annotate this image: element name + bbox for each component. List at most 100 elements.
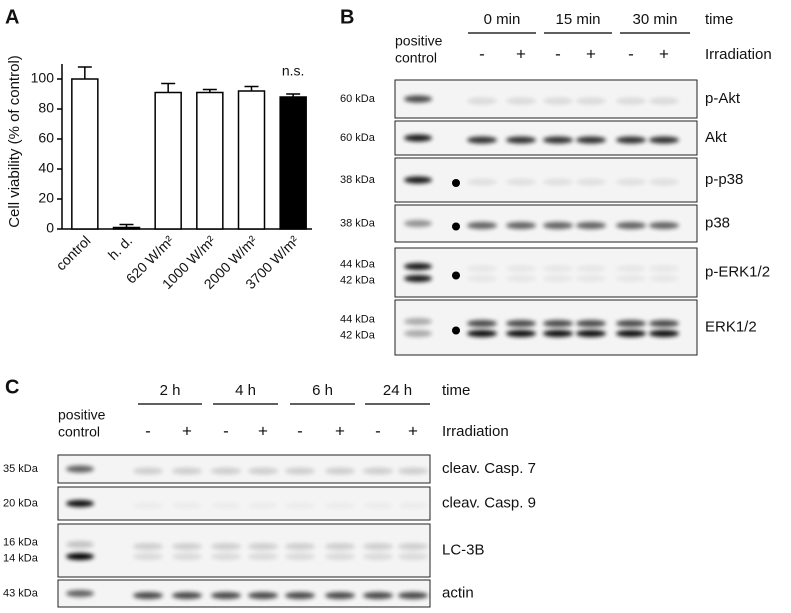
band bbox=[285, 592, 315, 599]
irradiation-sign: - bbox=[479, 44, 485, 63]
error-bar bbox=[77, 66, 92, 79]
protein-name: LC-3B bbox=[442, 541, 485, 558]
band bbox=[66, 500, 94, 507]
band bbox=[404, 176, 432, 184]
positive-control-label: positive bbox=[58, 407, 106, 423]
y-tick-label: 80 bbox=[38, 100, 54, 116]
time-header: 2 h bbox=[160, 382, 181, 399]
irradiation-sign: + bbox=[516, 44, 526, 63]
blot-background bbox=[394, 247, 698, 298]
band bbox=[616, 178, 646, 186]
band bbox=[325, 592, 355, 599]
protein-name: ERK1/2 bbox=[705, 318, 757, 335]
panel-label: B bbox=[340, 6, 354, 28]
band bbox=[543, 222, 573, 229]
irradiation-label: Irradiation bbox=[705, 46, 772, 63]
irradiation-sign: + bbox=[586, 44, 596, 63]
band bbox=[506, 330, 536, 337]
band bbox=[506, 265, 536, 272]
blot-strip bbox=[57, 454, 431, 484]
protein-name: p-p38 bbox=[705, 171, 743, 188]
band bbox=[576, 136, 606, 144]
protein-name: p-ERK1/2 bbox=[705, 263, 770, 280]
kda-label: 42 kDa bbox=[340, 274, 376, 286]
band bbox=[66, 590, 94, 597]
y-tick-label: 100 bbox=[31, 70, 55, 86]
band bbox=[363, 543, 393, 550]
band bbox=[398, 592, 428, 599]
band bbox=[285, 467, 315, 475]
band bbox=[398, 553, 428, 560]
band bbox=[172, 553, 202, 560]
protein-name: p38 bbox=[705, 214, 730, 231]
protein-name: actin bbox=[442, 584, 474, 601]
y-axis-label: Cell viability (% of control) bbox=[6, 55, 23, 228]
band bbox=[649, 275, 679, 282]
blot-strip bbox=[394, 247, 698, 298]
kda-label: 14 kDa bbox=[3, 552, 39, 564]
protein-name: cleav. Casp. 7 bbox=[442, 460, 536, 477]
band bbox=[285, 502, 315, 509]
band bbox=[467, 178, 497, 186]
blot-strip bbox=[57, 523, 431, 578]
band bbox=[211, 543, 241, 550]
positive-control-label: control bbox=[58, 424, 100, 440]
band bbox=[467, 136, 497, 144]
positive-control-label: control bbox=[395, 50, 437, 66]
blot-background bbox=[57, 579, 431, 608]
irradiation-sign: + bbox=[659, 44, 669, 63]
kda-label: 60 kDa bbox=[340, 93, 376, 105]
band bbox=[248, 592, 278, 599]
band bbox=[404, 263, 432, 270]
y-tick-label: 60 bbox=[38, 130, 54, 146]
band bbox=[576, 178, 606, 186]
band bbox=[543, 275, 573, 282]
marker-dot bbox=[452, 271, 460, 280]
time-header: 6 h bbox=[312, 382, 333, 399]
time-header: 30 min bbox=[632, 11, 677, 28]
band bbox=[398, 467, 428, 475]
positive-control-label: positive bbox=[395, 33, 443, 49]
kda-label: 38 kDa bbox=[340, 174, 376, 186]
time-label: time bbox=[442, 382, 470, 399]
band bbox=[133, 502, 163, 509]
marker-dot bbox=[452, 326, 460, 335]
band bbox=[398, 543, 428, 550]
irradiation-sign: - bbox=[375, 421, 381, 440]
band bbox=[576, 222, 606, 229]
panel-label: A bbox=[5, 6, 19, 28]
blot-strip bbox=[394, 299, 698, 356]
irradiation-sign: - bbox=[297, 421, 303, 440]
band bbox=[404, 275, 432, 282]
band bbox=[66, 541, 94, 548]
band bbox=[616, 265, 646, 272]
x-tick-label: control bbox=[53, 232, 94, 273]
blot-background bbox=[394, 299, 698, 356]
band bbox=[325, 543, 355, 550]
band bbox=[404, 134, 432, 142]
band bbox=[649, 320, 679, 327]
band bbox=[506, 97, 536, 105]
band bbox=[133, 553, 163, 560]
band bbox=[543, 97, 573, 105]
band bbox=[248, 553, 278, 560]
band bbox=[506, 320, 536, 327]
kda-label: 42 kDa bbox=[340, 329, 376, 341]
band bbox=[285, 543, 315, 550]
band bbox=[543, 178, 573, 186]
band bbox=[404, 220, 432, 227]
band bbox=[172, 592, 202, 599]
irradiation-sign: + bbox=[408, 421, 418, 440]
irradiation-sign: - bbox=[555, 44, 561, 63]
time-header: 24 h bbox=[383, 382, 412, 399]
band bbox=[467, 97, 497, 105]
band bbox=[576, 275, 606, 282]
band bbox=[404, 318, 432, 325]
band bbox=[285, 553, 315, 560]
band bbox=[576, 265, 606, 272]
error-bar bbox=[119, 223, 134, 228]
band bbox=[211, 592, 241, 599]
band bbox=[616, 275, 646, 282]
error-bar bbox=[161, 82, 176, 93]
